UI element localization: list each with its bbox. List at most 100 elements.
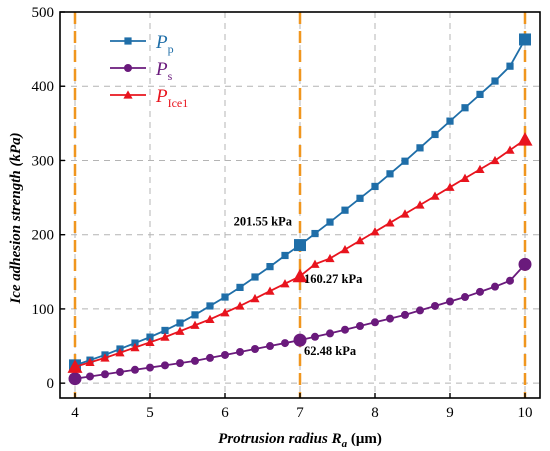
data-point (446, 297, 454, 306)
x-tick-label: 7 (296, 405, 304, 421)
data-point (386, 314, 394, 323)
series-s (68, 257, 532, 386)
data-point (293, 333, 307, 347)
data-point (292, 268, 308, 283)
data-point (491, 77, 499, 85)
x-tick-label: 5 (146, 405, 154, 421)
data-point (340, 244, 350, 254)
data-point (431, 301, 439, 310)
data-point (326, 218, 334, 226)
data-point (416, 144, 424, 152)
y-tick-label: 0 (47, 376, 55, 392)
legend-entry-Ice1: PIce1 (110, 86, 188, 110)
data-point (325, 253, 335, 263)
data-point (175, 326, 185, 335)
data-point (160, 332, 170, 341)
data-point (294, 239, 306, 252)
x-axis-title-unit: (μm) (347, 431, 382, 447)
legend-label: Pp (155, 32, 174, 56)
data-point (281, 251, 289, 260)
data-point (123, 90, 133, 99)
data-point (401, 157, 409, 165)
data-point (517, 132, 533, 146)
data-point (371, 182, 379, 191)
data-point (68, 372, 82, 386)
data-point (146, 333, 154, 341)
data-point (265, 286, 275, 295)
data-point (341, 325, 349, 334)
data-point (236, 347, 244, 356)
y-tick-label: 100 (32, 302, 55, 318)
data-point (67, 359, 83, 373)
annotation-label: 160.27 kPa (304, 272, 363, 286)
data-point (176, 359, 184, 368)
data-point (131, 365, 139, 374)
data-point (475, 164, 485, 174)
data-point (311, 229, 319, 238)
data-point (519, 33, 531, 46)
data-point (250, 293, 260, 303)
data-point (266, 263, 274, 271)
data-point (401, 310, 409, 319)
data-point (130, 342, 140, 352)
data-point (476, 90, 484, 98)
x-axis-title-main: Protrusion radius (218, 431, 331, 447)
data-point (311, 332, 319, 341)
data-point (235, 301, 245, 310)
x-tick-label: 6 (221, 405, 229, 421)
data-point (251, 273, 259, 281)
data-point (191, 311, 199, 319)
data-point (356, 321, 364, 330)
y-tick-label: 400 (32, 79, 55, 95)
data-point (161, 326, 169, 335)
data-point (356, 194, 364, 202)
annotation-label: 62.48 kPa (304, 344, 357, 358)
data-point (476, 287, 484, 296)
data-point (461, 293, 469, 302)
data-point (206, 302, 214, 310)
legend-label: PIce1 (155, 86, 188, 110)
data-point (326, 329, 334, 338)
data-point (445, 182, 455, 191)
x-tick-label: 9 (446, 405, 454, 421)
series-group (67, 33, 533, 386)
data-point (460, 173, 470, 182)
reference-lines (73, 12, 527, 398)
data-point (145, 337, 155, 347)
data-point (400, 209, 410, 218)
data-point (251, 345, 259, 354)
y-axis-title: Ice adhesion strength (kPa) (8, 132, 24, 304)
data-point (506, 276, 514, 285)
x-tick-label: 10 (518, 405, 533, 421)
legend-entry-s: Ps (110, 59, 173, 83)
data-point (161, 361, 169, 370)
data-point (430, 191, 440, 200)
data-point (115, 348, 125, 357)
data-point (86, 372, 94, 381)
data-point (124, 64, 132, 72)
x-axis-title-var: R (331, 431, 342, 447)
data-point (506, 62, 514, 70)
data-point (386, 170, 394, 178)
data-point (281, 339, 289, 348)
data-point (341, 206, 349, 214)
data-point (370, 227, 380, 236)
data-point (191, 356, 199, 365)
x-tick-label: 8 (371, 405, 379, 421)
data-point (490, 155, 500, 165)
data-point (461, 104, 469, 112)
data-point (446, 117, 454, 125)
data-point (190, 320, 200, 329)
data-point (176, 319, 184, 327)
data-point (101, 370, 109, 379)
data-point (505, 145, 515, 154)
y-tick-label: 300 (32, 153, 55, 169)
data-point (310, 259, 320, 268)
data-point (518, 257, 532, 271)
data-point (206, 353, 214, 362)
series-Ice1 (67, 132, 533, 373)
data-point (280, 279, 290, 288)
